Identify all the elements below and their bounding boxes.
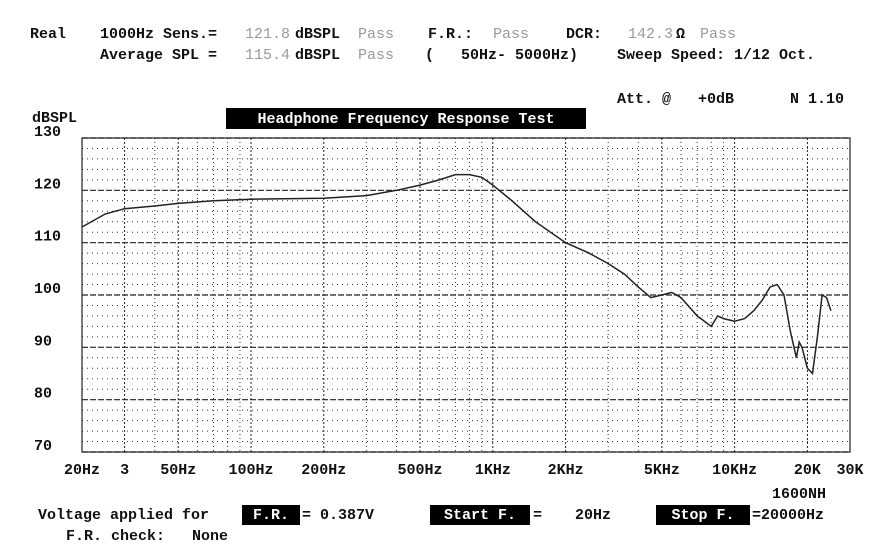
y-tick-label: 130	[34, 124, 61, 141]
start-value: 20Hz	[575, 507, 611, 524]
sweep: Sweep Speed: 1/12 Oct.	[617, 47, 815, 64]
mode: Real	[30, 26, 66, 43]
footer: 1600NH Voltage applied for F.R. = 0.387V…	[38, 486, 826, 545]
avg-value: 115.4	[245, 47, 290, 64]
x-tick-label: 1KHz	[475, 462, 511, 479]
y-tick-label: 90	[34, 333, 52, 350]
start-button	[430, 505, 530, 525]
x-tick-label: 200Hz	[301, 462, 346, 479]
x-tick-label: 50Hz	[160, 462, 196, 479]
start-eq: =	[533, 507, 542, 524]
stop-button-label: Stop F.	[671, 507, 734, 524]
voltage-value: = 0.387V	[302, 507, 374, 524]
sens-label: 1000Hz Sens.=	[100, 26, 217, 43]
y-tick-label: 70	[34, 438, 52, 455]
x-tick-label: 500Hz	[398, 462, 443, 479]
range: ( 50Hz- 5000Hz)	[425, 47, 578, 64]
attenuation: Att. @ +0dB	[617, 91, 734, 108]
chart-title: Headphone Frequency Response Test	[257, 111, 554, 128]
x-tick-label: 3	[120, 462, 129, 479]
fr-label: F.R.:	[428, 26, 473, 43]
header: Real 1000Hz Sens.= 121.8 dBSPL Pass F.R.…	[30, 26, 844, 129]
x-tick-label: 30K	[836, 462, 863, 479]
title-box	[226, 108, 586, 129]
version: N 1.10	[790, 91, 844, 108]
dcr-unit: Ω	[676, 26, 685, 43]
fr-button	[242, 505, 300, 525]
x-tick-label: 2KHz	[548, 462, 584, 479]
avg-label: Average SPL =	[100, 47, 217, 64]
y-tick-label: 120	[34, 176, 61, 193]
dcr-status: Pass	[700, 26, 736, 43]
stop-value: =20000Hz	[752, 507, 824, 524]
x-tick-label: 100Hz	[229, 462, 274, 479]
sens-unit: dBSPL	[295, 26, 340, 43]
fr-button-label: F.R.	[253, 507, 289, 524]
avg-status: Pass	[358, 47, 394, 64]
x-tick-label: 10KHz	[712, 462, 757, 479]
response-curve	[81, 173, 832, 376]
stop-button	[656, 505, 750, 525]
start-button-label: Start F.	[444, 507, 516, 524]
x-tick-label: 20Hz	[64, 462, 100, 479]
dcr-label: DCR:	[566, 26, 602, 43]
y-tick-label: 100	[34, 281, 61, 298]
dcr-value: 142.3	[628, 26, 673, 43]
plot-frame	[81, 137, 851, 453]
x-tick-label: 5KHz	[644, 462, 680, 479]
sens-status: Pass	[358, 26, 394, 43]
sens-value: 121.8	[245, 26, 290, 43]
fr-status: Pass	[493, 26, 529, 43]
avg-unit: dBSPL	[295, 47, 340, 64]
y-tick-label: 110	[34, 229, 61, 246]
check: F.R. check: None	[66, 528, 228, 545]
model: 1600NH	[772, 486, 826, 503]
voltage-label: Voltage applied for	[38, 507, 209, 524]
x-tick-label: 20K	[794, 462, 821, 479]
y-tick-label: 80	[34, 386, 52, 403]
y-axis-label: dBSPL	[32, 110, 77, 127]
